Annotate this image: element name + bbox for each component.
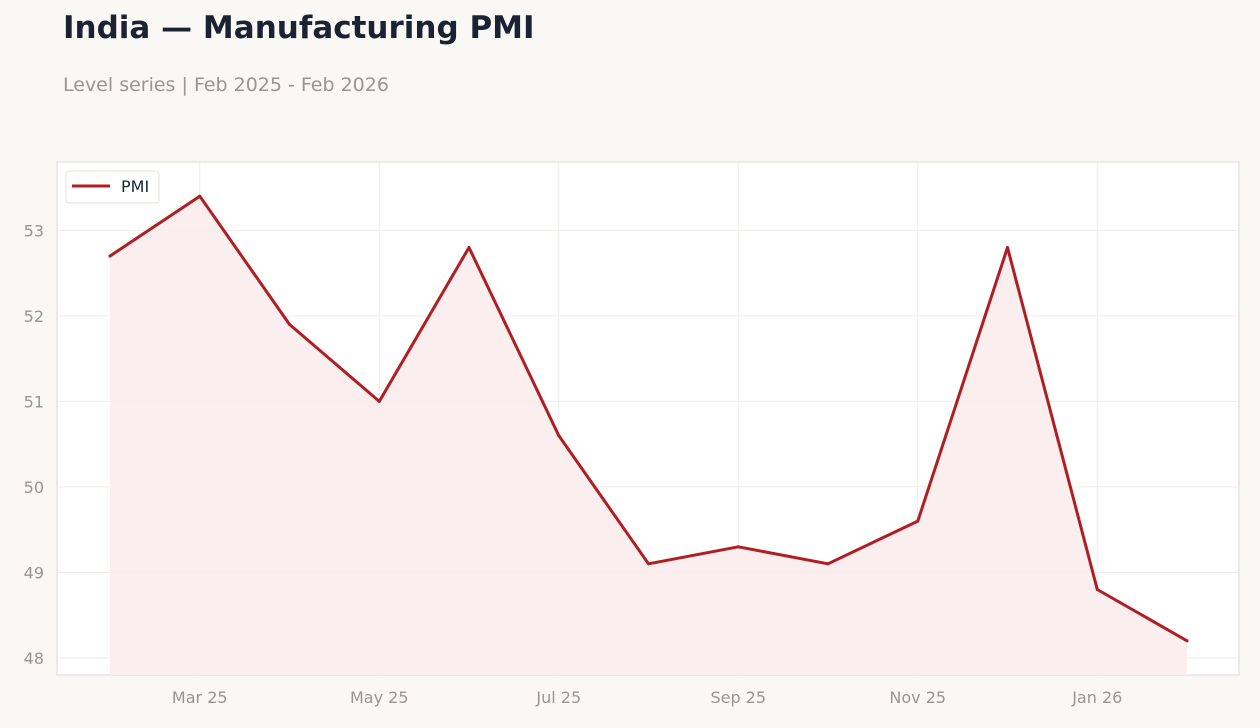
chart-title: India — Manufacturing PMI: [63, 10, 535, 46]
area-fill-pmi: [110, 196, 1187, 675]
area-layer: [110, 196, 1187, 675]
x-tick-label: Sep 25: [710, 688, 766, 707]
legend-label-pmi: PMI: [121, 177, 149, 196]
x-tick-label: Jan 26: [1071, 688, 1122, 707]
data-points: [108, 194, 1189, 643]
x-tick-label: May 25: [350, 688, 409, 707]
x-tick-label: Mar 25: [172, 688, 228, 707]
y-tick-label: 51: [24, 392, 44, 411]
y-tick-label: 52: [24, 307, 44, 326]
data-point: [1006, 246, 1009, 249]
y-tick-label: 53: [24, 221, 44, 240]
data-point: [198, 194, 202, 198]
data-point: [377, 399, 381, 403]
data-point: [647, 562, 650, 566]
x-tick-label: Jul 25: [535, 688, 581, 707]
data-point: [916, 519, 920, 523]
line-layer: [108, 194, 1189, 643]
y-tick-label: 50: [24, 478, 44, 497]
legend: PMI: [65, 170, 160, 204]
data-point: [467, 246, 471, 249]
data-point: [108, 254, 112, 258]
data-point: [1185, 639, 1189, 643]
x-axis: Mar 25 May 25 Jul 25 Sep 25 Nov 25 Jan 26: [172, 688, 1122, 707]
chart-subtitle: Level series | Feb 2025 - Feb 2026: [63, 74, 389, 96]
legend-box: [65, 170, 160, 204]
y-tick-label: 49: [24, 563, 44, 582]
data-point: [826, 562, 830, 566]
data-point: [1095, 588, 1099, 591]
y-tick-label: 48: [24, 649, 44, 668]
x-tick-label: Nov 25: [889, 688, 946, 707]
y-axis: 48 49 50 51 52 53: [24, 221, 44, 668]
data-point: [288, 322, 291, 326]
data-point: [736, 545, 740, 549]
data-point: [557, 434, 561, 438]
